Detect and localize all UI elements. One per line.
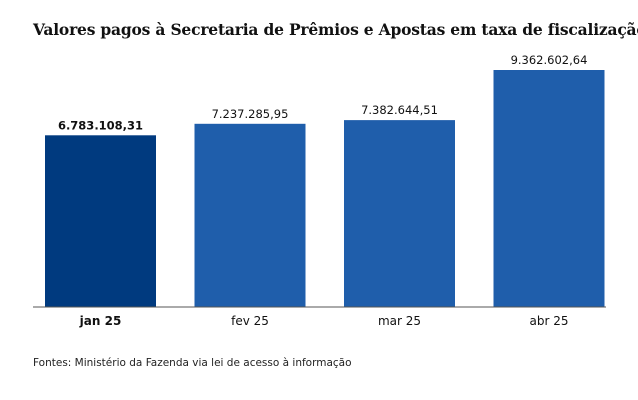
category-label: mar 25 [378, 314, 421, 328]
category-label: abr 25 [530, 314, 569, 328]
value-label: 7.237.285,95 [212, 107, 289, 121]
bar-abr-25 [493, 70, 605, 307]
category-label: jan 25 [79, 314, 122, 328]
category-label: fev 25 [231, 314, 269, 328]
source-note: Fontes: Ministério da Fazenda via lei de… [33, 357, 352, 369]
labels-group: 6.783.108,31 jan 25 7.237.285,95 fev 25 7.38… [58, 53, 587, 328]
value-label: 6.783.108,31 [58, 118, 143, 132]
value-label: 7.382.644,51 [361, 103, 438, 117]
bar-mar-25 [344, 120, 455, 307]
value-label: 9.362.602,64 [511, 53, 588, 67]
bar-jan-25 [45, 135, 156, 307]
chart-title: Valores pagos à Secretaria de Prêmios e … [33, 20, 638, 39]
bars-group [45, 70, 605, 307]
bar-fev-25 [194, 123, 306, 307]
